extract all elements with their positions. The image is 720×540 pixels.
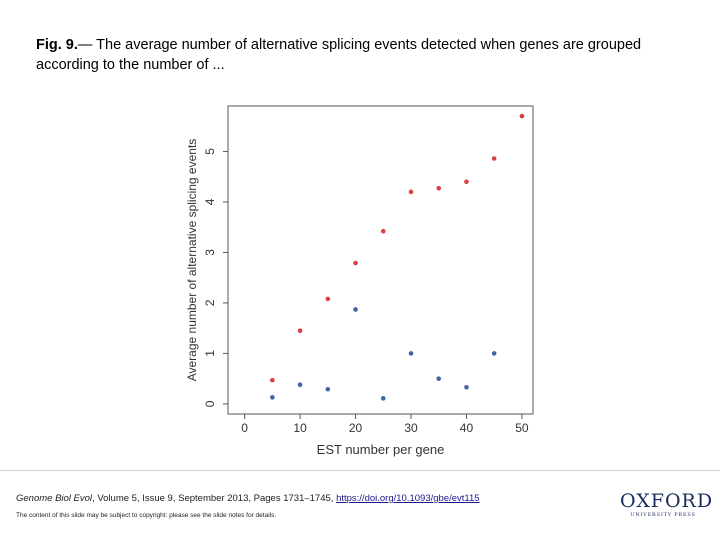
oxford-university-press-logo: OXFORD UNIVERSITY PRESS bbox=[620, 490, 714, 519]
data-point-red bbox=[491, 156, 497, 161]
data-point-blue bbox=[297, 382, 303, 388]
logo-wordmark: OXFORD bbox=[620, 490, 714, 512]
y-tick-label: 2 bbox=[203, 299, 217, 306]
figure-label: Fig. 9. bbox=[36, 37, 78, 53]
data-point-blue bbox=[464, 384, 469, 390]
x-axis-label: EST number per gene bbox=[317, 442, 445, 457]
y-tick-label: 3 bbox=[203, 249, 217, 256]
x-tick-label: 20 bbox=[349, 421, 363, 435]
data-point-blue bbox=[380, 396, 386, 401]
y-tick-label: 5 bbox=[203, 148, 217, 155]
citation: Genome Biol Evol, Volume 5, Issue 9, Sep… bbox=[16, 493, 480, 504]
data-point-red bbox=[325, 296, 331, 302]
x-tick-label: 50 bbox=[515, 421, 529, 435]
data-point-red bbox=[519, 113, 525, 119]
data-point-red bbox=[436, 186, 442, 191]
journal-name: Genome Biol Evol bbox=[16, 493, 93, 504]
figure-caption: Fig. 9.— The average number of alternati… bbox=[36, 35, 656, 75]
y-tick-label: 1 bbox=[203, 350, 217, 357]
data-point-blue bbox=[270, 395, 275, 400]
copyright-notice: The content of this slide may be subject… bbox=[16, 512, 277, 519]
x-tick-label: 30 bbox=[404, 421, 418, 435]
scatter-chart: 0 10 20 30 40 50 0 1 2 3 4 5 EST number per gene Aver… bbox=[185, 105, 534, 457]
x-tick-label: 40 bbox=[460, 421, 474, 435]
data-point-blue bbox=[491, 351, 497, 356]
data-point-red bbox=[464, 179, 469, 185]
x-tick-label: 0 bbox=[241, 421, 248, 435]
data-point-blue bbox=[325, 386, 331, 392]
data-point-red bbox=[297, 328, 303, 333]
data-point-red bbox=[353, 260, 358, 266]
x-tick-label: 10 bbox=[293, 421, 307, 435]
data-point-blue bbox=[353, 307, 358, 312]
data-point-blue bbox=[436, 376, 442, 381]
plot-frame bbox=[227, 105, 534, 415]
doi-link[interactable]: https://doi.org/10.1093/gbe/evt115 bbox=[336, 493, 480, 504]
data-point-red bbox=[408, 189, 414, 195]
data-point-blue bbox=[408, 351, 414, 356]
figure-caption-text: — The average number of alternative spli… bbox=[36, 37, 642, 73]
y-axis-label: Average number of alternative splicing e… bbox=[185, 139, 199, 382]
citation-details: , Volume 5, Issue 9, September 2013, Pag… bbox=[92, 493, 337, 504]
data-point-red bbox=[270, 377, 275, 383]
y-tick-label: 0 bbox=[203, 400, 217, 407]
logo-subtitle: UNIVERSITY PRESS bbox=[630, 512, 696, 518]
footer-divider bbox=[0, 470, 720, 471]
data-point-red bbox=[380, 228, 386, 234]
y-tick-label: 4 bbox=[203, 198, 217, 205]
